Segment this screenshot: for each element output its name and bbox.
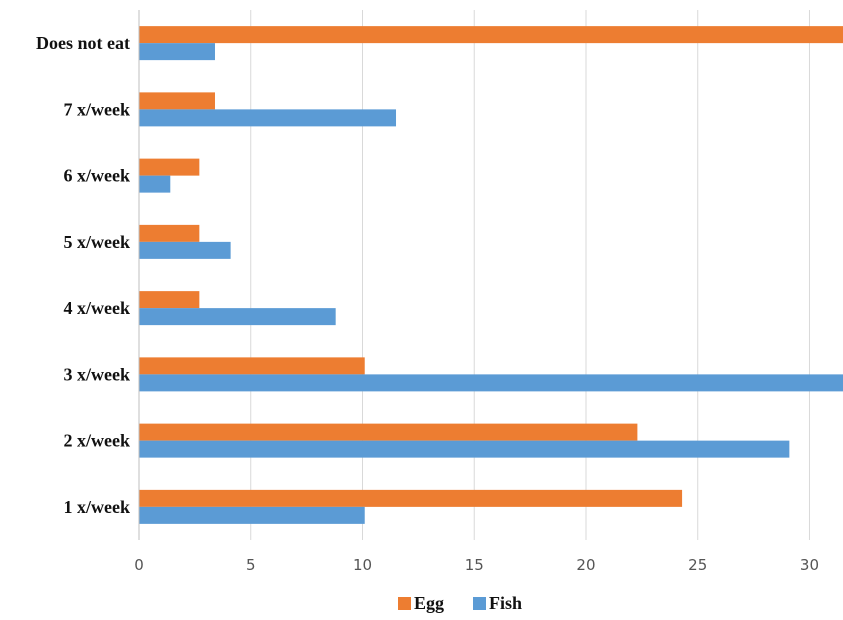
bar-fish-4: [139, 308, 336, 326]
bar-fish-3: [139, 241, 231, 259]
x-tick-label: 10: [353, 556, 372, 574]
x-tick-label: 15: [465, 556, 484, 574]
x-tick-label: 25: [688, 556, 707, 574]
x-tick-label: 0: [134, 556, 144, 574]
bar-egg-6: [139, 423, 638, 441]
bar-egg-7: [139, 489, 683, 507]
bar-fish-5: [139, 374, 843, 392]
bar-egg-2: [139, 158, 200, 176]
category-label: 3 x/week: [64, 364, 131, 384]
x-tick-label: 30: [800, 556, 819, 574]
bar-fish-0: [139, 43, 215, 61]
bar-fish-1: [139, 109, 397, 127]
x-tick-label: 20: [576, 556, 595, 574]
legend-label-fish: Fish: [489, 593, 522, 613]
legend: Egg Fish: [398, 593, 522, 613]
bar-egg-1: [139, 92, 215, 110]
bar-fish-6: [139, 440, 790, 458]
bar-egg-3: [139, 224, 200, 242]
category-label: 6 x/week: [64, 166, 131, 186]
legend-label-egg: Egg: [414, 593, 444, 613]
gridlines: [250, 10, 810, 540]
bar-egg-0: [139, 26, 843, 44]
category-labels: Does not eat 7 x/week 6 x/week 5 x/week 4 x/…: [36, 33, 130, 517]
x-tick-label: 5: [246, 556, 256, 574]
legend-swatch-egg: [398, 597, 411, 610]
bar-egg-5: [139, 357, 365, 375]
x-tick-labels: 0 5 10 15 20 25 30: [134, 556, 819, 574]
bar-fish-7: [139, 506, 365, 524]
bar-egg-4: [139, 291, 200, 309]
bars: [139, 26, 843, 524]
category-label: 2 x/week: [64, 431, 131, 451]
bar-fish-2: [139, 175, 171, 193]
category-label: Does not eat: [36, 33, 130, 53]
category-label: 7 x/week: [64, 99, 131, 119]
category-label: 1 x/week: [64, 497, 131, 517]
category-label: 4 x/week: [64, 298, 131, 318]
legend-swatch-fish: [473, 597, 486, 610]
category-label: 5 x/week: [64, 232, 131, 252]
